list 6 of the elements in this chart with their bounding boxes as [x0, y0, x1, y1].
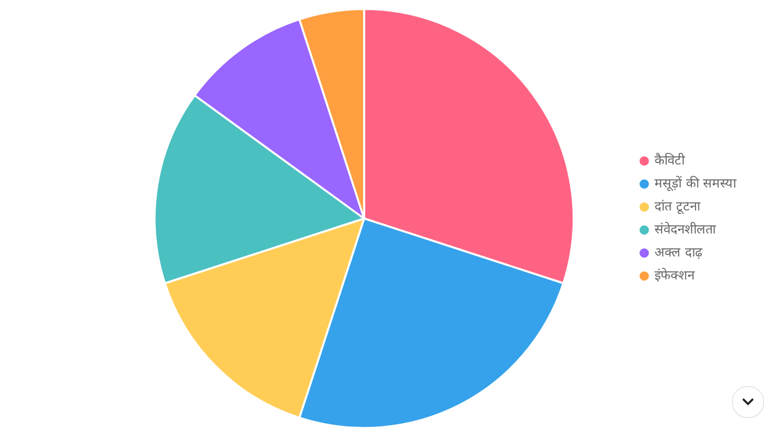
- legend-label: कैविटी: [654, 152, 686, 168]
- legend-label: इंफेक्शन: [654, 267, 696, 284]
- legend-label: अक्ल दाढ़: [654, 245, 703, 260]
- legend-label: दांत टूटना: [654, 199, 701, 214]
- legend-label: मसूड़ों की समस्या: [654, 175, 737, 192]
- legend-label: संवेदनशीलता: [654, 221, 717, 238]
